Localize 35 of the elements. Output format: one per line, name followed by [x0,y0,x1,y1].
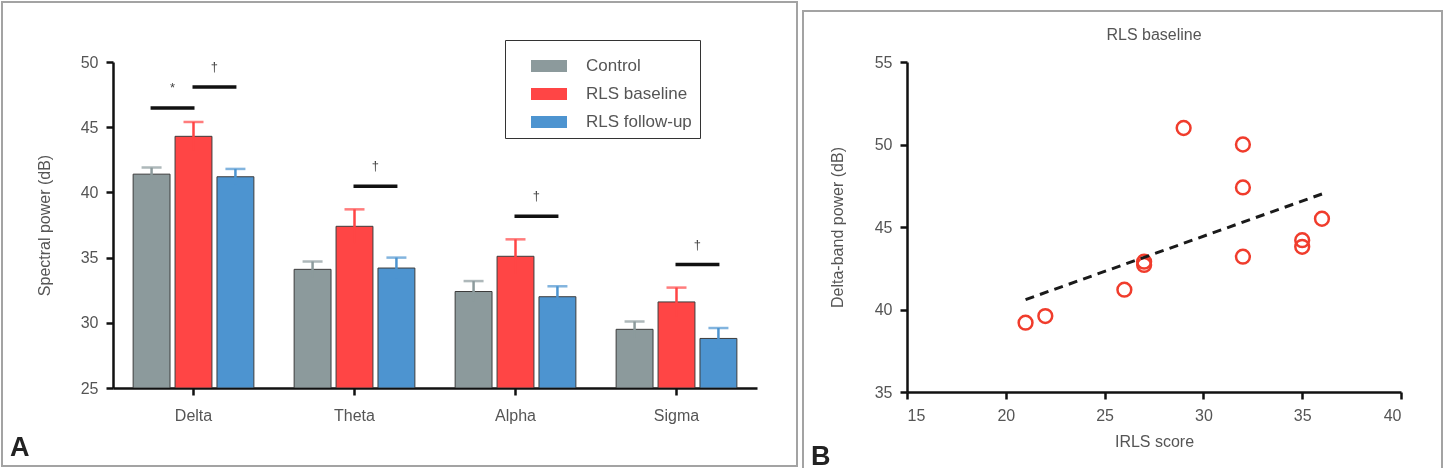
x-tick-label: Sigma [653,406,700,424]
y-tick-label: 50 [80,53,99,71]
y-tick-label: 30 [80,314,99,332]
x-tick-label: 25 [1096,406,1115,424]
x-tick-label: Delta [174,406,213,424]
y-axis-title: Spectral power (dB) [35,154,53,297]
y-axis-title: Delta-band power (dB) [828,147,846,308]
x-tick-label: 40 [1383,406,1402,424]
text: B [811,441,831,468]
y-tick-label: 50 [874,136,893,153]
y-tick-label: 40 [80,183,99,201]
annotation: † [532,188,541,204]
x-tick-label: Theta [334,406,376,424]
x-tick-label: 30 [1195,406,1213,424]
x-tick-label: 20 [997,406,1016,424]
y-tick-label: 45 [874,218,893,236]
y-tick-label: 45 [80,118,99,136]
x-tick-label: Alpha [495,406,537,424]
y-tick-label: 35 [80,249,99,267]
annotation: † [210,58,219,74]
x-tick-label: 15 [907,406,926,424]
x-axis-title: IRLS score [1114,432,1195,450]
legend-label: Control [586,56,641,75]
x-tick-label: 35 [1293,406,1312,424]
legend-label: RLS baseline [586,84,688,103]
annotation: * [170,79,176,95]
chart-title: RLS baseline [1106,26,1202,43]
y-tick-label: 25 [80,379,99,397]
annotation: † [371,158,380,174]
y-tick-label: 40 [874,301,893,318]
annotation: † [693,236,702,252]
y-tick-label: 55 [874,53,893,71]
y-tick-label: 35 [874,383,893,401]
legend-label: RLS follow-up [586,112,692,131]
text: A [10,432,30,462]
